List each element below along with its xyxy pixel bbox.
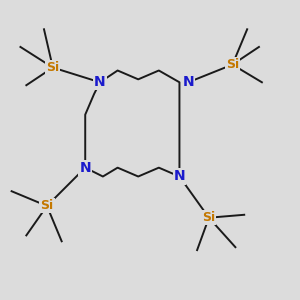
- Text: N: N: [94, 75, 106, 89]
- Text: Si: Si: [226, 58, 239, 71]
- Text: N: N: [182, 75, 194, 89]
- Text: N: N: [80, 161, 91, 175]
- Text: Si: Si: [202, 211, 215, 224]
- Text: Si: Si: [46, 61, 59, 74]
- Text: Si: Si: [40, 200, 53, 212]
- Text: N: N: [174, 169, 185, 184]
